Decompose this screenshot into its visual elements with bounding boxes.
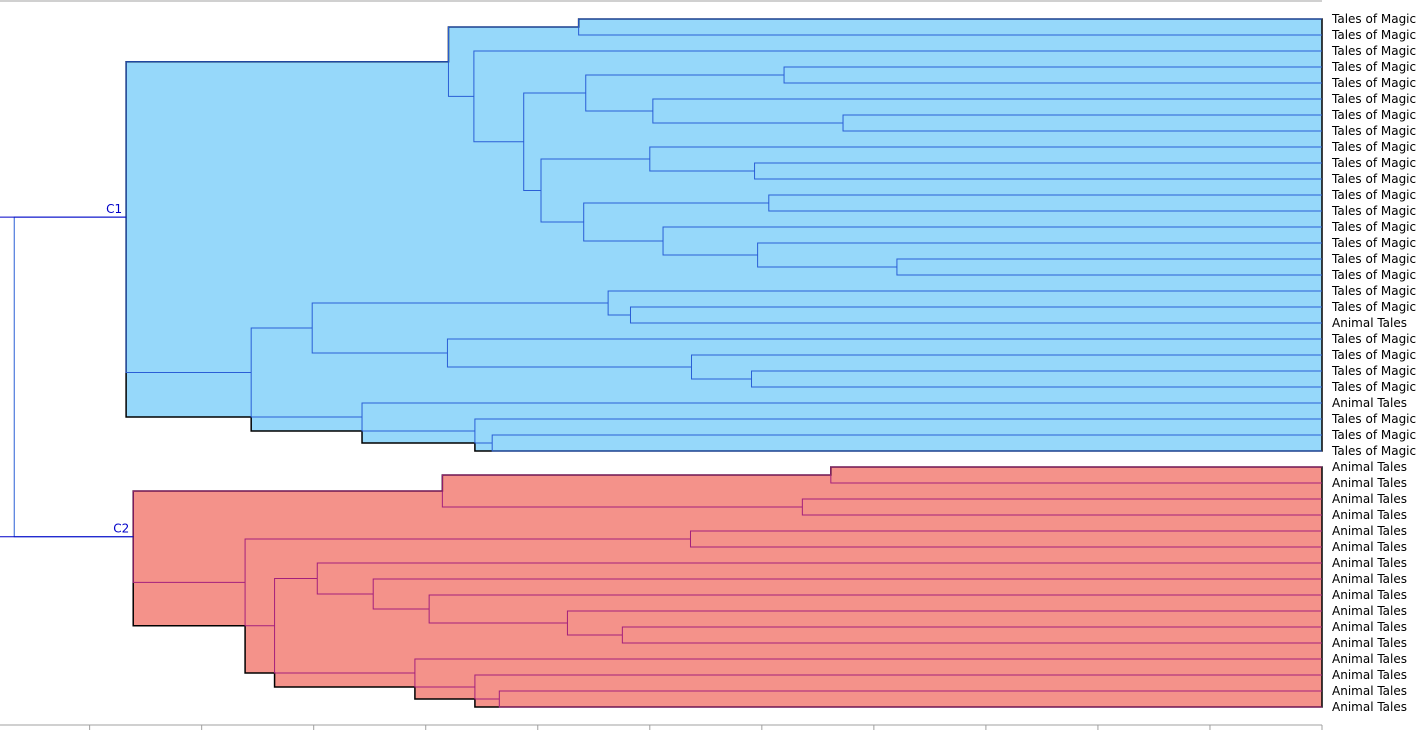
dendrogram-link — [783, 66, 1322, 84]
dendrogram-link — [441, 474, 831, 508]
leaf-label: Tales of Magic — [1331, 60, 1416, 74]
leaf-label: Animal Tales — [1332, 524, 1407, 538]
leaf-label: Animal Tales — [1332, 636, 1407, 650]
leaf-label: Animal Tales — [1332, 460, 1407, 474]
leaf-label: Tales of Magic — [1331, 428, 1416, 442]
leaf-label: Animal Tales — [1332, 508, 1407, 522]
leaf-label: Animal Tales — [1332, 604, 1407, 618]
dendrogram-link — [372, 578, 1322, 610]
dendrogram-link — [428, 594, 1322, 624]
dendrogram-link — [621, 626, 1322, 644]
leaf-label: Tales of Magic — [1331, 444, 1416, 458]
leaf-label: Tales of Magic — [1331, 268, 1416, 282]
dendrogram-link — [414, 658, 1322, 688]
leaf-labels: C1 C2 Tales of Magic Tales of Magic Tales of… — [106, 12, 1416, 714]
dendrogram-link — [13, 216, 134, 538]
leaf-label: Tales of Magic — [1331, 92, 1416, 106]
leaf-label: Animal Tales — [1332, 540, 1407, 554]
leaf-label: Tales of Magic — [1331, 364, 1416, 378]
dendrogram-link — [361, 402, 1322, 432]
leaf-label: Animal Tales — [1332, 572, 1407, 586]
dendrogram-link — [652, 98, 1322, 124]
leaf-label: Animal Tales — [1332, 492, 1407, 506]
leaf-label: Tales of Magic — [1331, 44, 1416, 58]
dendrogram-link — [689, 530, 1322, 548]
cluster-fill-c2 — [132, 466, 1323, 708]
leaf-label: Tales of Magic — [1331, 140, 1416, 154]
leaf-label: Tales of Magic — [1331, 332, 1416, 346]
leaf-label: Animal Tales — [1332, 700, 1407, 714]
dendrogram-link — [649, 146, 1322, 172]
leaf-label: Animal Tales — [1332, 588, 1407, 602]
leaf-label: Animal Tales — [1332, 556, 1407, 570]
leaf-label: Tales of Magic — [1331, 28, 1416, 42]
leaf-label: Tales of Magic — [1331, 124, 1416, 138]
leaf-label: Animal Tales — [1332, 684, 1407, 698]
dendrogram-link — [768, 194, 1322, 212]
leaf-label: Animal Tales — [1332, 396, 1407, 410]
leaf-label: Tales of Magic — [1331, 108, 1416, 122]
leaf-label: Tales of Magic — [1331, 412, 1416, 426]
leaf-label: Tales of Magic — [1331, 380, 1416, 394]
leaf-label: Tales of Magic — [1331, 156, 1416, 170]
cluster-label-c1[interactable]: C1 — [106, 202, 122, 216]
dendrogram-links — [0, 18, 1322, 708]
leaf-label: Tales of Magic — [1331, 76, 1416, 90]
dendrogram-link — [662, 226, 1322, 256]
dendrogram-link — [583, 202, 769, 242]
leaf-label: Tales of Magic — [1331, 300, 1416, 314]
leaf-label: Tales of Magic — [1331, 348, 1416, 362]
cluster-label-c2[interactable]: C2 — [113, 522, 129, 536]
leaf-label: Tales of Magic — [1331, 236, 1416, 250]
leaf-label: Tales of Magic — [1331, 12, 1416, 26]
cluster-fill-c1 — [125, 18, 1323, 452]
axis-lines — [0, 0, 1323, 730]
leaf-label: Tales of Magic — [1331, 252, 1416, 266]
leaf-label: Animal Tales — [1332, 620, 1407, 634]
cluster-fills — [125, 18, 1323, 708]
dendrogram-link — [491, 434, 1322, 452]
leaf-label: Tales of Magic — [1331, 220, 1416, 234]
dendrogram-link — [754, 162, 1322, 180]
dendrogram-link — [691, 354, 1322, 380]
dendrogram-link — [757, 242, 1322, 268]
leaf-label: Tales of Magic — [1331, 188, 1416, 202]
leaf-label: Tales of Magic — [1331, 172, 1416, 186]
leaf-label: Tales of Magic — [1331, 284, 1416, 298]
dendrogram-link — [585, 74, 785, 112]
leaf-label: Animal Tales — [1332, 652, 1407, 666]
leaf-label: Animal Tales — [1332, 668, 1407, 682]
dendrogram-link — [132, 490, 443, 583]
leaf-label: Animal Tales — [1332, 476, 1407, 490]
leaf-label: Animal Tales — [1332, 316, 1407, 330]
leaf-label: Tales of Magic — [1331, 204, 1416, 218]
